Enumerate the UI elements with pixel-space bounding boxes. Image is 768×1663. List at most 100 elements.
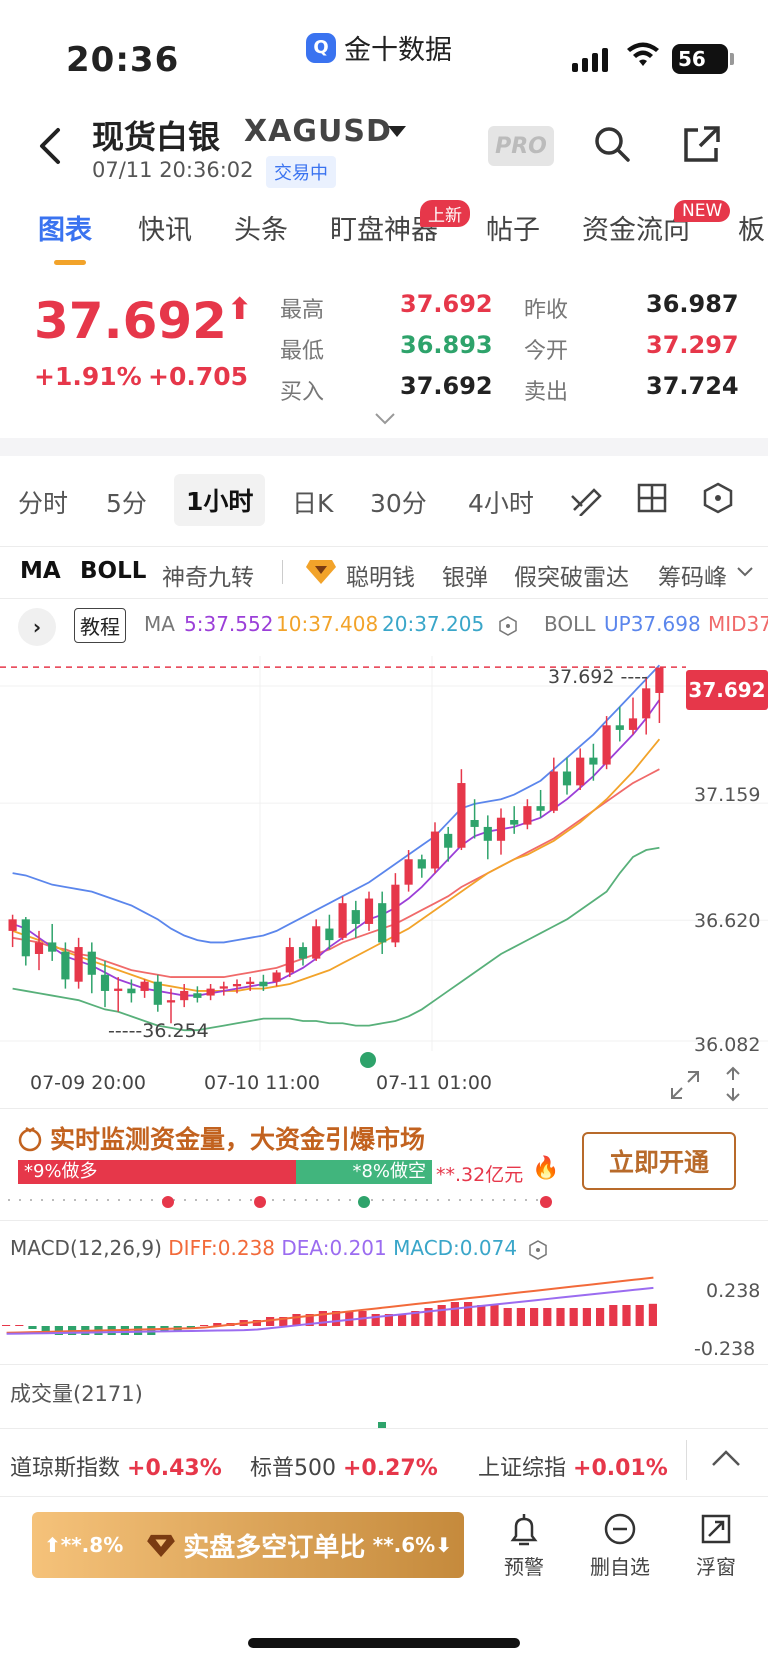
order-ratio-button[interactable]: ⬆ **.8% 实盘多空订单比 **.6% ⬇ [32, 1512, 464, 1578]
tutorial-button[interactable]: 教程 [74, 608, 126, 643]
alert-button[interactable]: 预警 [484, 1512, 564, 1580]
settings-hexagon-icon[interactable] [528, 1240, 548, 1260]
indicator-silver-bullet[interactable]: 银弹 [442, 565, 488, 591]
tab-posts[interactable]: 帖子 [486, 208, 540, 247]
ma-label: MA [144, 612, 175, 636]
indicator-boll[interactable]: BOLL [80, 558, 147, 584]
indicator-ma[interactable]: MA [20, 558, 61, 584]
battery-tip [730, 53, 734, 65]
macd-bar [2, 1325, 11, 1326]
ticker-sp500[interactable]: 标普500 +0.27% [250, 1450, 438, 1482]
back-icon[interactable] [36, 126, 66, 166]
status-bar: 20:36 Q 金十数据 56 [0, 0, 768, 100]
money-bag-icon [18, 1127, 42, 1152]
tab-label: 板 [738, 215, 765, 246]
macd-bar [477, 1305, 486, 1326]
quote-timestamp: 07/11 20:36:02 [92, 158, 254, 182]
ma5-value: 5:37.552 [184, 612, 274, 636]
indicator-fake-breakout[interactable]: 假突破雷达 [514, 565, 629, 591]
section-divider [0, 438, 768, 456]
tab-monitor[interactable]: 盯盘神器 上新 [330, 200, 470, 247]
expand-chevron-icon[interactable] [374, 412, 396, 426]
boll-upper-line [12, 664, 661, 944]
macd-chart[interactable] [0, 1266, 660, 1362]
ticker-shanghai[interactable]: 上证综指 +0.01% [478, 1450, 668, 1482]
period-1h[interactable]: 1小时 [174, 474, 266, 526]
candle-body [180, 990, 189, 1001]
draw-tool-icon[interactable] [568, 480, 604, 516]
macd-diff-line [6, 1276, 654, 1334]
macd-bar [490, 1305, 499, 1326]
symbol-selector[interactable]: XAGUSD [244, 114, 392, 149]
period-5min[interactable]: 5分 [106, 489, 147, 518]
boll-up-value: UP37.698 [604, 612, 701, 636]
x-axis-tick: 07-09 20:00 [30, 1072, 147, 1094]
layout-grid-icon[interactable] [636, 482, 668, 514]
macd-bar [569, 1308, 578, 1326]
tab-flash[interactable]: 快讯 [138, 208, 192, 247]
alarm-icon [510, 1514, 538, 1546]
period-4h[interactable]: 4小时 [468, 489, 534, 518]
tab-headlines[interactable]: 头条 [234, 208, 288, 247]
tab-fund-flow[interactable]: 资金流向 NEW [582, 200, 731, 247]
candle-body [430, 831, 440, 869]
candle-body [378, 903, 387, 943]
macd-bar [424, 1308, 433, 1326]
pro-button[interactable]: PRO [488, 126, 554, 166]
chevron-down-icon[interactable] [736, 566, 754, 578]
candle-body [628, 718, 638, 730]
candle-body [114, 988, 123, 991]
remove-watchlist-button[interactable]: 删自选 [580, 1512, 660, 1580]
open-label: 今开 [524, 339, 569, 364]
fund-flow-title-text: 实时监测资金量，大资金引爆市场 [50, 1125, 426, 1154]
ticker-name: 道琼斯指数 [10, 1456, 121, 1481]
search-icon[interactable] [592, 124, 632, 164]
share-icon[interactable] [682, 124, 722, 164]
boll-mid-value: MID37 [708, 612, 768, 636]
boll-mid-line [12, 768, 660, 978]
candle-body [87, 951, 96, 975]
tab-more[interactable]: 板 [738, 208, 765, 247]
candlestick-chart[interactable] [0, 656, 768, 1076]
macd-bar [635, 1305, 644, 1326]
macd-bar [556, 1308, 565, 1326]
activate-button[interactable]: 立即开通 [582, 1132, 736, 1190]
prev-close-value: 36.987 [646, 290, 739, 318]
current-price-tag: 37.692 [686, 670, 768, 710]
expand-legend-button[interactable]: › [18, 608, 56, 646]
indicator-smart-money[interactable]: 聪明钱 [346, 565, 415, 591]
event-marker[interactable] [360, 1052, 376, 1068]
indicator-chip-peak[interactable]: 筹码峰 [658, 565, 727, 591]
candle-body [391, 884, 400, 943]
tab-label: 快讯 [138, 215, 192, 246]
fund-flow-title: 实时监测资金量，大资金引爆市场 [16, 1120, 425, 1156]
macd-bar [147, 1326, 156, 1335]
diamond-icon [147, 1534, 176, 1557]
indicator-magic-nine[interactable]: 神奇九转 [162, 565, 254, 591]
app-indicator: Q 金十数据 [306, 28, 452, 67]
ticker-dow[interactable]: 道琼斯指数 +0.43% [10, 1450, 222, 1482]
open-value: 37.297 [646, 331, 739, 359]
float-window-button[interactable]: 浮窗 [676, 1512, 756, 1580]
period-timeshare[interactable]: 分时 [18, 489, 69, 518]
macd-bar [450, 1302, 459, 1326]
tab-chart[interactable]: 图表 [38, 208, 92, 247]
timeline-dot [162, 1196, 174, 1208]
period-daily[interactable]: 日K [292, 489, 334, 518]
price-value: 37.692 [34, 292, 227, 350]
fire-icon: 🔥 [532, 1156, 560, 1181]
period-30min[interactable]: 30分 [370, 489, 427, 518]
settings-hexagon-icon[interactable] [498, 616, 518, 636]
candle-body [312, 926, 321, 959]
macd-bar [345, 1311, 354, 1326]
ma5-line [12, 699, 661, 997]
chevron-down-icon[interactable] [388, 126, 406, 137]
fullscreen-icon[interactable] [670, 1070, 700, 1100]
vertical-resize-icon[interactable] [722, 1066, 744, 1102]
macd-bar [279, 1317, 288, 1326]
chevron-up-icon[interactable] [710, 1448, 742, 1468]
candle-body [655, 667, 664, 693]
macd-bar [543, 1308, 552, 1326]
settings-hexagon-icon[interactable] [702, 482, 734, 514]
divider [686, 1440, 687, 1480]
